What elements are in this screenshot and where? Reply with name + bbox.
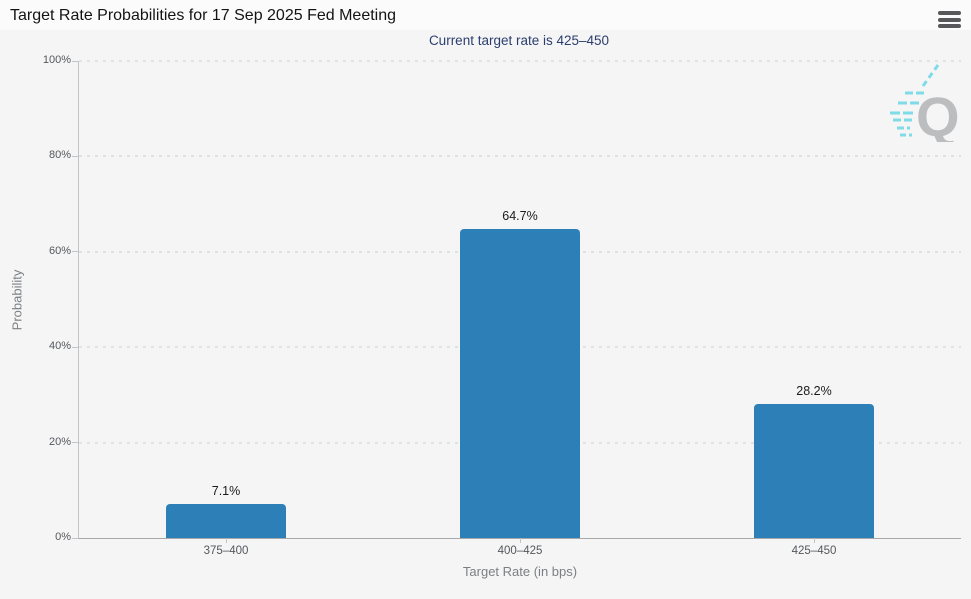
bar-value-label: 28.2% <box>796 383 832 398</box>
hamburger-menu-icon <box>938 17 961 22</box>
hamburger-menu-icon <box>938 11 961 15</box>
x-axis-title: Target Rate (in bps) <box>462 564 578 579</box>
gridline <box>79 155 961 158</box>
y-tick-label: 0% <box>55 531 71 543</box>
hamburger-menu-button[interactable] <box>938 11 961 28</box>
y-tick-label: 60% <box>48 244 71 257</box>
y-tick-label: 80% <box>48 149 71 162</box>
y-tick-label: 100% <box>42 54 71 66</box>
bar <box>166 504 286 538</box>
x-tick-label: 375–400 <box>203 545 249 557</box>
x-tick <box>520 538 521 543</box>
y-tick-label: 40% <box>48 340 71 353</box>
y-axis-title: Probability <box>9 269 25 331</box>
y-tick <box>72 537 78 539</box>
y-tick <box>72 251 78 253</box>
quikstrike-logo: Q <box>890 64 960 142</box>
hamburger-menu-icon <box>938 24 961 28</box>
logo-letter: Q <box>916 85 960 142</box>
y-tick <box>72 442 78 444</box>
bar-value-label: 64.7% <box>502 209 538 224</box>
x-tick-label: 425–450 <box>791 545 837 557</box>
x-tick <box>226 538 227 543</box>
chart-subtitle: Current target rate is 425–450 <box>428 33 610 48</box>
y-tick-label: 20% <box>48 435 71 448</box>
plot-area: Target Rate (in bps) 0% 20% 40% 60% 80% 100% 7… <box>43 54 961 579</box>
bar <box>460 229 580 538</box>
page-title: Target Rate Probabilities for 17 Sep 202… <box>10 7 397 24</box>
header-band <box>0 0 971 30</box>
x-tick-label: 400–425 <box>497 545 543 557</box>
y-tick <box>72 346 78 348</box>
gridline <box>79 60 961 62</box>
bar <box>754 403 874 538</box>
y-tick <box>72 155 78 157</box>
bar-value-label: 7.1% <box>211 484 241 499</box>
x-tick <box>814 538 815 543</box>
y-tick <box>72 60 78 62</box>
